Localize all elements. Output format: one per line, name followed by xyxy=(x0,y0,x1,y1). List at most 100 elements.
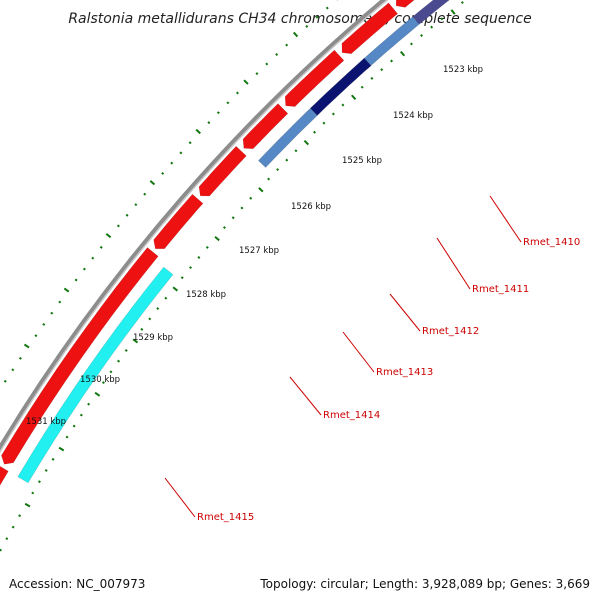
gene-feature xyxy=(0,465,9,486)
inner-tick xyxy=(258,187,264,193)
inner-tick xyxy=(37,480,41,484)
kbp-label-1526: 1526 kbp xyxy=(291,202,331,212)
inner-tick xyxy=(172,286,179,292)
inner-tick xyxy=(140,327,144,331)
kbp-label-1527: 1527 kbp xyxy=(239,246,279,256)
gene-label-rmet-1411[interactable]: Rmet_1411 xyxy=(472,284,529,295)
inner-tick xyxy=(380,68,384,72)
inner-tick xyxy=(51,457,55,461)
outer-tick xyxy=(99,245,103,249)
inner-tick xyxy=(44,469,48,472)
inner-tick xyxy=(249,196,253,200)
inner-tick xyxy=(214,236,220,242)
gene-label-rmet-1412[interactable]: Rmet_1412 xyxy=(422,326,479,337)
outer-tick xyxy=(143,192,147,196)
inner-tick xyxy=(313,130,317,134)
outer-tick xyxy=(275,53,279,56)
inner-tick xyxy=(109,370,113,374)
outer-tick xyxy=(195,128,201,135)
gene-feature xyxy=(341,2,399,55)
inner-tick xyxy=(58,446,65,452)
gene-feature xyxy=(1,247,159,465)
outer-tick xyxy=(207,121,211,125)
outer-tick xyxy=(91,256,95,260)
outer-tick xyxy=(105,233,112,239)
inner-tick xyxy=(351,94,357,100)
inner-tick xyxy=(370,76,374,80)
kbp-label-1528: 1528 kbp xyxy=(186,290,226,300)
label-leaders xyxy=(164,195,522,518)
inner-tick xyxy=(189,266,192,270)
inner-tick xyxy=(322,121,326,125)
genome-stats-text: Topology: circular; Length: 3,928,089 bp… xyxy=(260,577,590,591)
outer-tick xyxy=(11,368,15,372)
outer-tick xyxy=(243,79,249,85)
inner-tick xyxy=(285,158,289,162)
inner-tick xyxy=(303,139,310,146)
gene-label-rmet-1415[interactable]: Rmet_1415 xyxy=(197,512,254,523)
inner-tick xyxy=(440,17,444,21)
inner-tick xyxy=(341,103,345,107)
inner-tick xyxy=(148,317,152,321)
outer-tick xyxy=(23,343,30,349)
outer-tick xyxy=(216,111,220,115)
outer-tick xyxy=(315,15,319,19)
map-title: Ralstonia metallidurans CH34 chromosome … xyxy=(68,11,531,27)
inner-tick xyxy=(222,226,226,230)
accession-text: Accession: NC_007973 xyxy=(9,577,146,591)
inner-tick xyxy=(420,34,423,37)
label-leader-line xyxy=(389,293,421,332)
inner-tick xyxy=(164,296,168,300)
kbp-label-1523: 1523 kbp xyxy=(443,65,483,75)
inner-tick xyxy=(156,307,160,311)
outer-tick xyxy=(3,379,7,383)
inner-tick xyxy=(124,349,128,352)
gene-label-rmet-1413[interactable]: Rmet_1413 xyxy=(376,367,433,378)
label-leader-line xyxy=(164,477,196,518)
inner-tick xyxy=(31,491,35,495)
chromosome-backbone xyxy=(0,0,389,454)
gene-feature xyxy=(395,0,415,8)
outer-tick xyxy=(305,24,309,28)
inner-tick xyxy=(430,25,434,29)
inner-tick xyxy=(267,177,271,181)
gene-feature xyxy=(284,49,345,107)
feature-track xyxy=(0,0,450,486)
inner-tick xyxy=(101,381,105,384)
inner-tick xyxy=(331,112,335,116)
inner-tick xyxy=(294,149,298,153)
outer-tick xyxy=(18,356,22,360)
inner-tick xyxy=(79,413,83,417)
inner-tick xyxy=(132,338,139,344)
inner-tick xyxy=(94,391,101,397)
inner-tick xyxy=(197,255,201,259)
inner-tick xyxy=(360,85,364,89)
outer-tick xyxy=(149,180,156,186)
inner-tick xyxy=(18,514,22,518)
outer-tick xyxy=(226,101,230,105)
gene-labels: Rmet_1410 Rmet_1411 Rmet_1412 Rmet_1413 … xyxy=(197,237,580,523)
inner-tick xyxy=(117,359,121,363)
outer-tick xyxy=(50,311,54,315)
inner-tick xyxy=(65,435,69,439)
inner-tick xyxy=(24,502,31,508)
kbp-labels: 1523 kbp 1524 kbp 1525 kbp 1526 kbp 1527… xyxy=(26,65,483,427)
outer-tick xyxy=(325,6,329,10)
kbp-label-1525: 1525 kbp xyxy=(342,156,382,166)
outer-tick xyxy=(58,300,62,304)
inner-tick xyxy=(72,424,76,428)
gene-label-rmet-1414[interactable]: Rmet_1414 xyxy=(323,410,380,421)
inner-tick xyxy=(276,168,280,172)
inner-tick xyxy=(11,525,15,529)
outer-tick xyxy=(255,72,259,76)
outer-tick xyxy=(235,91,239,95)
label-leader-line xyxy=(342,331,375,373)
inner-tick-ring xyxy=(0,1,464,552)
inner-tick xyxy=(240,206,244,210)
outer-tick xyxy=(170,161,174,165)
outer-tick xyxy=(134,203,138,207)
gene-label-rmet-1410[interactable]: Rmet_1410 xyxy=(523,237,580,248)
outer-tick xyxy=(74,278,78,282)
outer-tick xyxy=(34,334,38,338)
